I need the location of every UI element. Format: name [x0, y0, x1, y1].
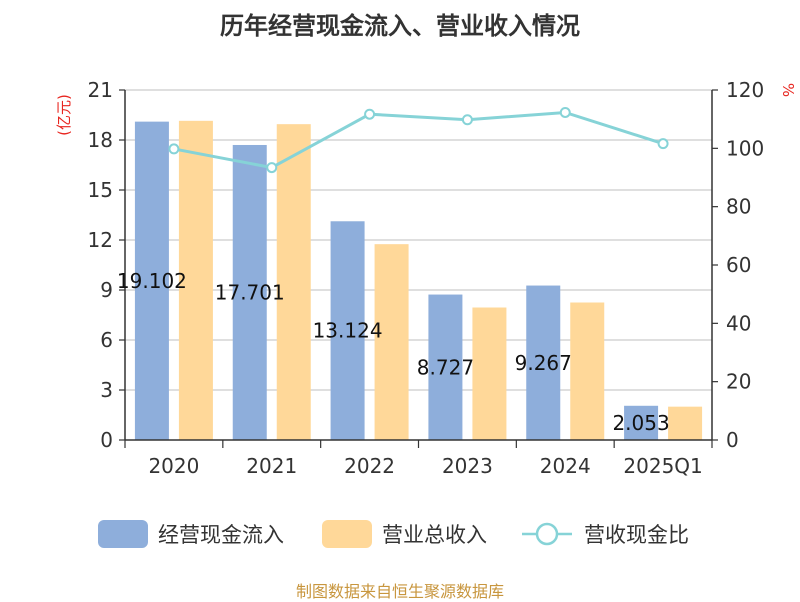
bar-series [134, 120, 703, 441]
revenue-bar [374, 244, 409, 440]
grid-lines [125, 89, 712, 391]
x-axis-tick-label: 2024 [540, 454, 591, 478]
left-axis-tick-label: 15 [88, 178, 113, 202]
cash-inflow-data-label: 17.701 [215, 280, 285, 304]
left-axis-tick-label: 9 [100, 278, 113, 302]
ratio-point [168, 143, 180, 155]
x-axis-tick-label: 2020 [148, 454, 199, 478]
revenue-bar [472, 307, 507, 440]
revenue-bar [178, 120, 213, 440]
source-note: 制图数据来自恒生聚源数据库 [295, 582, 504, 601]
revenue-bar [668, 406, 703, 440]
revenue-bar [570, 302, 605, 440]
cash-inflow-bar [232, 144, 267, 440]
cash-inflow-bar [428, 294, 463, 440]
right-axis-tick-label: 0 [726, 428, 739, 452]
right-axis-tick-label: 80 [726, 195, 751, 219]
ratio-point [364, 108, 376, 120]
cash-inflow-data-label: 2.053 [612, 411, 669, 435]
ratio-point [559, 106, 571, 118]
ratio-line-series [168, 106, 669, 174]
legend-label-revenue: 营业总收入 [382, 523, 487, 547]
chart-title: 历年经营现金流入、营业收入情况 [220, 12, 580, 40]
right-axis-tick-label: 40 [726, 311, 751, 335]
data-labels: 19.102 17.701 13.124 8.727 9.267 2.053 [117, 269, 670, 435]
axes: 0 3 6 9 12 15 18 21 0 20 40 60 80 100 120 (亿元)% 2020 2021… [55, 78, 797, 478]
right-axis-tick-label: 60 [726, 253, 751, 277]
cash-inflow-data-label: 19.102 [117, 269, 187, 293]
left-axis-tick-label: 18 [88, 128, 113, 152]
left-axis-tick-label: 21 [88, 78, 113, 102]
x-axis-tick-label: 2023 [442, 454, 493, 478]
left-axis-tick-label: 3 [100, 378, 113, 402]
right-axis-tick-label: 120 [726, 78, 764, 102]
right-axis-unit: % [779, 83, 797, 97]
legend: 经营现金流入 营业总收入 营收现金比 [98, 520, 689, 548]
x-axis-tick-label: 2021 [246, 454, 297, 478]
x-axis-tick-label: 2025Q1 [623, 454, 702, 478]
ratio-point [266, 162, 278, 174]
legend-label-cash-inflow: 经营现金流入 [158, 523, 284, 547]
legend-swatch-cash-inflow [98, 520, 148, 548]
legend-swatch-ratio-marker [535, 522, 559, 546]
cash-inflow-bar [134, 121, 169, 440]
right-axis-tick-label: 100 [726, 136, 764, 160]
cash-inflow-data-label: 13.124 [313, 319, 383, 343]
legend-label-ratio: 营收现金比 [584, 523, 689, 547]
right-axis-tick-label: 20 [726, 370, 751, 394]
cash-inflow-bar [624, 405, 659, 440]
ratio-point [461, 114, 473, 126]
revenue-bar [276, 124, 311, 441]
left-axis-unit: (亿元) [55, 94, 73, 136]
cash-inflow-bar [526, 285, 561, 440]
cash-inflow-bar [330, 221, 365, 440]
ratio-point [657, 138, 669, 150]
left-axis-tick-label: 12 [88, 228, 113, 252]
cash-inflow-data-label: 9.267 [515, 351, 572, 375]
left-axis-tick-label: 0 [100, 428, 113, 452]
left-axis-tick-label: 6 [100, 328, 113, 352]
x-axis-tick-label: 2022 [344, 454, 395, 478]
legend-swatch-revenue [322, 520, 372, 548]
ratio-line [173, 110, 664, 170]
cash-inflow-data-label: 8.727 [417, 355, 474, 379]
